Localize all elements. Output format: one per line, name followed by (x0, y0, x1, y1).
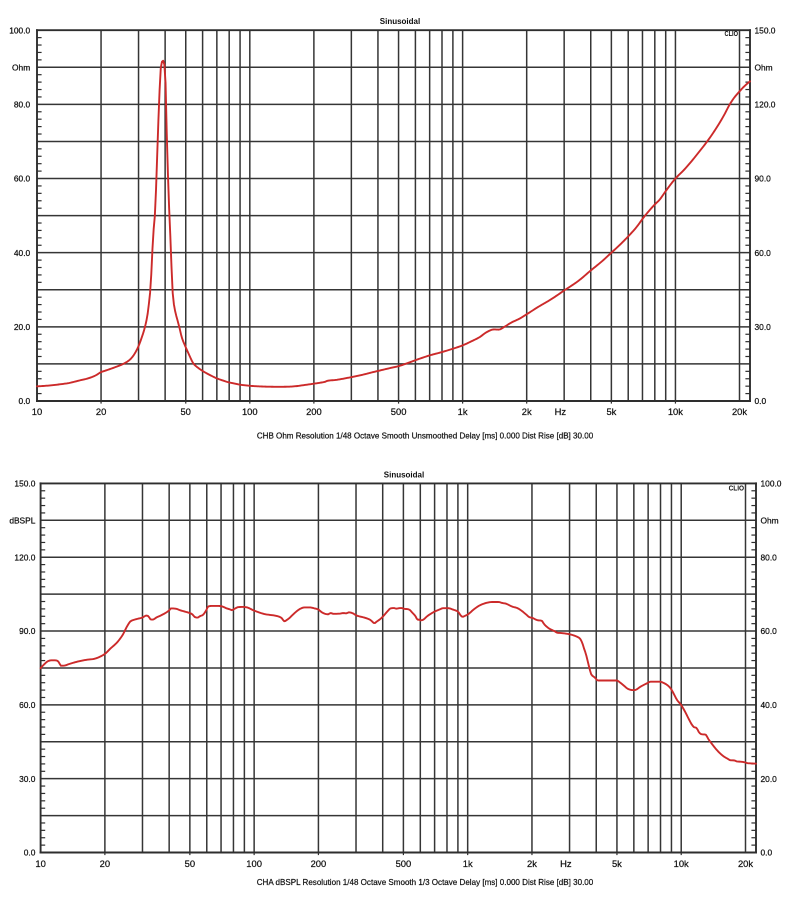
svg-text:2k: 2k (522, 406, 532, 417)
svg-text:Hz: Hz (555, 406, 567, 417)
svg-text:Sinusoidal: Sinusoidal (380, 17, 420, 26)
svg-text:10: 10 (35, 858, 45, 869)
svg-text:60.0: 60.0 (19, 700, 36, 710)
svg-text:150.0: 150.0 (755, 25, 776, 35)
svg-text:Ohm: Ohm (755, 63, 773, 73)
svg-text:0.0: 0.0 (24, 848, 36, 858)
svg-text:1k: 1k (463, 858, 473, 869)
svg-text:120.0: 120.0 (755, 100, 776, 110)
svg-text:Ohm: Ohm (761, 516, 779, 526)
svg-text:80.0: 80.0 (14, 100, 31, 110)
svg-text:CHB Ohm Resolution 1/48 Octave: CHB Ohm Resolution 1/48 Octave Smooth Un… (257, 432, 594, 441)
svg-text:120.0: 120.0 (14, 552, 35, 562)
svg-text:50: 50 (180, 406, 190, 417)
svg-text:10k: 10k (668, 406, 683, 417)
svg-text:20.0: 20.0 (14, 322, 31, 332)
svg-text:20k: 20k (732, 406, 747, 417)
svg-text:40.0: 40.0 (14, 248, 31, 258)
svg-text:500: 500 (391, 406, 407, 417)
svg-text:20k: 20k (738, 858, 753, 869)
svg-text:100: 100 (242, 406, 258, 417)
svg-text:60.0: 60.0 (761, 626, 778, 636)
svg-text:80.0: 80.0 (761, 552, 778, 562)
svg-text:200: 200 (311, 858, 327, 869)
svg-text:0.0: 0.0 (761, 848, 773, 858)
svg-text:200: 200 (306, 406, 322, 417)
svg-text:20: 20 (100, 858, 110, 869)
svg-text:30.0: 30.0 (755, 322, 772, 332)
svg-text:CHA dBSPL Resolution 1/48 Octa: CHA dBSPL Resolution 1/48 Octave Smooth … (257, 878, 594, 887)
svg-text:0.0: 0.0 (19, 396, 31, 406)
svg-text:100.0: 100.0 (761, 479, 782, 489)
svg-text:Sinusoidal: Sinusoidal (384, 471, 424, 480)
svg-text:5k: 5k (612, 858, 622, 869)
svg-text:CLIO: CLIO (725, 31, 739, 38)
svg-text:60.0: 60.0 (14, 174, 31, 184)
svg-text:5k: 5k (606, 406, 616, 417)
svg-text:90.0: 90.0 (19, 626, 36, 636)
svg-text:40.0: 40.0 (761, 700, 778, 710)
svg-text:90.0: 90.0 (755, 174, 772, 184)
svg-text:CLIO: CLIO (729, 483, 745, 492)
svg-text:50: 50 (185, 858, 195, 869)
svg-text:60.0: 60.0 (755, 248, 772, 258)
svg-text:1k: 1k (458, 406, 468, 417)
svg-text:Ohm: Ohm (12, 63, 30, 73)
svg-text:10: 10 (32, 406, 42, 417)
svg-text:100: 100 (246, 858, 262, 869)
svg-text:150.0: 150.0 (14, 479, 35, 489)
svg-text:0.0: 0.0 (755, 396, 767, 406)
svg-text:2k: 2k (527, 858, 537, 869)
svg-text:20: 20 (96, 406, 106, 417)
svg-text:10k: 10k (674, 858, 689, 869)
svg-text:100.0: 100.0 (9, 25, 30, 35)
svg-text:Hz: Hz (560, 858, 572, 869)
svg-text:30.0: 30.0 (19, 774, 36, 784)
svg-text:500: 500 (396, 858, 412, 869)
svg-text:20.0: 20.0 (761, 774, 778, 784)
svg-text:dBSPL: dBSPL (9, 516, 35, 526)
